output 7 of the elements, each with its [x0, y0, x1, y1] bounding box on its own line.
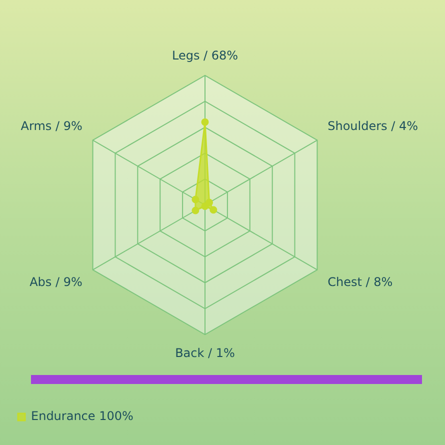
spoke-label: Arms / 9% — [20, 119, 82, 134]
spoke-label: Abs / 9% — [30, 275, 82, 290]
spoke-label: Back / 1% — [175, 346, 235, 360]
spoke-label: Chest / 8% — [328, 275, 393, 290]
spoke-label: Shoulders / 4% — [328, 119, 418, 134]
legend-label: Endurance 100% — [31, 409, 134, 424]
spoke-label: Legs / 68% — [172, 48, 238, 62]
